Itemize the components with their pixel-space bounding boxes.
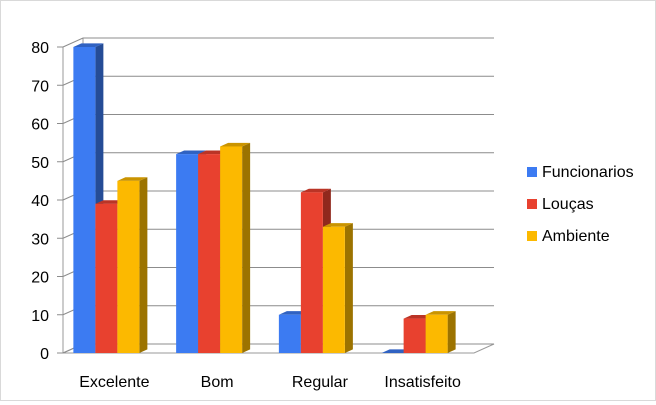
legend-label: Ambiente (542, 228, 610, 245)
bar-front (425, 314, 448, 353)
bar-top (220, 142, 251, 147)
y-tick-label: 30 (31, 231, 49, 248)
bar-front (278, 314, 301, 353)
bar-side (447, 311, 456, 353)
bar-side (344, 223, 353, 353)
bar-front (403, 318, 426, 353)
bar-top (73, 43, 104, 47)
bar-front (73, 47, 96, 353)
gridline (62, 37, 494, 48)
bar-excelente-2 (117, 177, 148, 353)
bar-top (322, 223, 353, 227)
legend-label: Funcionarios (542, 164, 634, 181)
gridline (62, 75, 494, 86)
y-tick-label: 20 (31, 270, 49, 287)
bar-front (176, 154, 199, 353)
legend-entry-1: Louças (527, 196, 594, 213)
y-tick-label: 50 (31, 155, 49, 172)
y-tick-label: 70 (31, 78, 49, 95)
bar-side (139, 177, 148, 353)
bar-top (425, 311, 456, 315)
legend: Funcionarios Louças Ambiente (527, 164, 634, 245)
bar-bom-2 (220, 142, 251, 353)
bar-front (95, 203, 118, 353)
y-axis-ticks: 0 10 20 30 40 50 60 70 80 (31, 40, 63, 363)
bar-front (300, 192, 323, 353)
legend-swatch (527, 231, 537, 241)
bar-side (242, 142, 251, 353)
gridline (62, 114, 494, 124)
bar-insatisfeito-2 (425, 311, 456, 353)
y-tick-label: 10 (31, 308, 49, 325)
legend-label: Louças (542, 196, 594, 213)
x-tick-label: Bom (201, 374, 234, 391)
gridline (62, 152, 494, 163)
legend-swatch (527, 199, 537, 209)
bar-front (322, 226, 345, 353)
bar-regular-2 (322, 223, 353, 353)
y-tick-label: 0 (40, 346, 49, 363)
bar-top (117, 177, 148, 181)
bar-front (220, 146, 243, 353)
bars (73, 43, 456, 354)
legend-entry-0: Funcionarios (527, 164, 634, 181)
bar-top (300, 188, 331, 193)
bar-front (198, 154, 221, 353)
x-tick-label: Regular (292, 374, 349, 391)
y-tick-label: 60 (31, 117, 49, 134)
legend-swatch (527, 167, 537, 177)
x-tick-label: Excelente (79, 374, 149, 391)
y-tick-label: 80 (31, 40, 49, 57)
x-axis-labels: Excelente Bom Regular Insatisfeito (79, 374, 461, 391)
bar-excelente-0 (73, 43, 104, 354)
y-tick-label: 40 (31, 193, 49, 210)
x-tick-label: Insatisfeito (384, 374, 461, 391)
bar-front (117, 180, 140, 353)
legend-entry-2: Ambiente (527, 228, 610, 245)
bar-top (176, 150, 207, 155)
